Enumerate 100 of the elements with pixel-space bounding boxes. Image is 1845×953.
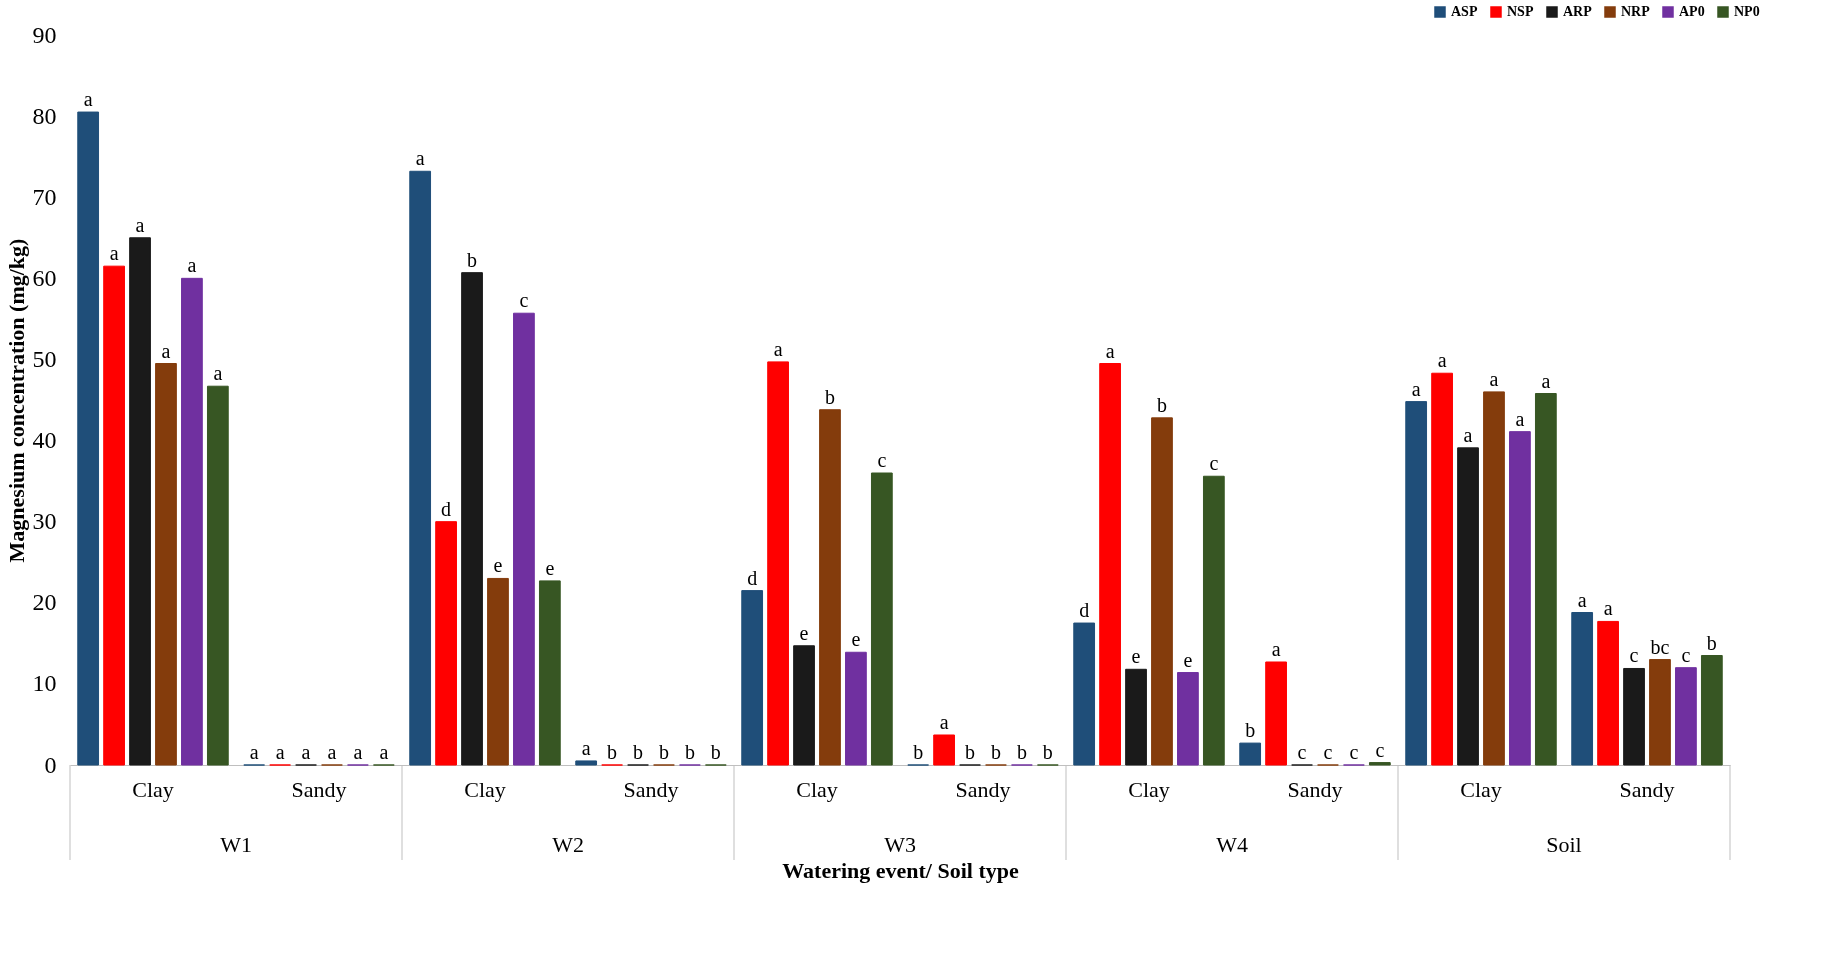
- data-label: a: [187, 254, 197, 277]
- data-label: a: [327, 741, 337, 763]
- bar: [1073, 622, 1096, 766]
- x-tick-label: Sandy: [1619, 776, 1675, 802]
- bar: [487, 577, 509, 766]
- text: W2: [552, 832, 584, 857]
- bar: [575, 760, 598, 766]
- text: Soil: [1546, 832, 1582, 857]
- y-tick-label: 50: [32, 345, 57, 372]
- bar: [1649, 659, 1671, 766]
- data-label: a: [581, 736, 591, 759]
- data-label: a: [135, 213, 145, 236]
- data-label: a: [275, 741, 285, 763]
- data-label: a: [773, 337, 783, 360]
- data-label: e: [493, 554, 503, 577]
- bar: [409, 170, 432, 766]
- bar: [1483, 391, 1505, 766]
- data-label: a: [415, 147, 425, 170]
- x-tick-label: Clay: [796, 776, 838, 802]
- bar: [1509, 431, 1531, 766]
- data-label: e: [1131, 645, 1141, 668]
- y-tick-label: 10: [32, 670, 57, 697]
- legend-label: ARP: [1563, 4, 1593, 19]
- data-label: a: [161, 339, 171, 362]
- bar: [1239, 742, 1262, 766]
- bar: [933, 734, 955, 766]
- data-label: b: [824, 385, 835, 408]
- bar: [1125, 668, 1147, 766]
- bar: [1405, 401, 1428, 766]
- data-label: b: [633, 741, 644, 763]
- data-label: a: [109, 242, 119, 265]
- data-label: b: [990, 741, 1001, 763]
- legend-label: ASP: [1451, 4, 1478, 19]
- bar: [1700, 655, 1723, 766]
- data-label: b: [1156, 393, 1167, 416]
- data-label: a: [1463, 423, 1473, 446]
- x-tick-label: Clay: [464, 776, 506, 802]
- bar: [1368, 762, 1391, 766]
- y-tick-label: 60: [32, 264, 57, 291]
- bar: [870, 472, 893, 766]
- y-tick-label: 70: [32, 183, 57, 210]
- data-label: b: [1706, 631, 1717, 654]
- y-tick-label: 20: [32, 589, 57, 616]
- data-label: a: [379, 741, 389, 763]
- data-label: a: [1105, 339, 1115, 362]
- legend-label: NRP: [1621, 4, 1651, 19]
- x-tick-label: Clay: [1460, 776, 1502, 802]
- bar: [435, 521, 457, 766]
- bar: [845, 651, 867, 766]
- bar: [103, 265, 125, 766]
- data-label: c: [519, 289, 529, 312]
- data-label: c: [1349, 741, 1359, 763]
- data-label: c: [1209, 452, 1219, 475]
- bar: [793, 645, 815, 766]
- y-tick-label: 40: [32, 427, 57, 454]
- bar: [1431, 372, 1453, 766]
- bar: [1623, 667, 1645, 766]
- data-label: d: [747, 566, 758, 589]
- x-tick-label: Sandy: [623, 776, 679, 802]
- x-tick-label: Sandy: [291, 776, 347, 802]
- text: W3: [884, 832, 916, 857]
- legend-label: AP0: [1679, 4, 1705, 19]
- data-label: b: [658, 741, 669, 763]
- bar: [206, 385, 229, 766]
- bar: [1202, 475, 1225, 766]
- y-tick-label: 0: [44, 751, 57, 778]
- data-label: c: [1297, 741, 1307, 763]
- data-label: b: [1245, 719, 1256, 742]
- bar: [1265, 661, 1287, 766]
- bar: [461, 272, 483, 766]
- x-tick-label: Clay: [1128, 776, 1170, 802]
- data-label: b: [607, 741, 618, 763]
- data-label: b: [1042, 741, 1053, 763]
- bar: [1099, 363, 1121, 766]
- bar: [129, 237, 151, 766]
- data-label: a: [1411, 377, 1421, 400]
- data-label: c: [1629, 644, 1639, 667]
- data-label: bc: [1650, 635, 1670, 658]
- bar: [155, 363, 177, 766]
- data-label: a: [1541, 369, 1551, 392]
- y-axis-title: Magnesium concentration (mg/kg): [3, 238, 29, 563]
- bar: [1534, 393, 1557, 766]
- data-label: c: [1681, 643, 1691, 666]
- data-label: d: [1079, 599, 1090, 622]
- bar: [1571, 612, 1594, 766]
- y-tick-label: 90: [32, 21, 57, 48]
- text: W1: [220, 832, 252, 857]
- data-label: b: [684, 741, 695, 763]
- data-label: b: [965, 741, 976, 763]
- data-label: b: [710, 741, 721, 763]
- bar: [538, 580, 561, 766]
- text: W4: [1216, 832, 1248, 857]
- bar: [1457, 447, 1479, 766]
- data-label: c: [1323, 741, 1333, 763]
- x-tick-label: Clay: [132, 776, 174, 802]
- y-tick-label: 30: [32, 508, 57, 535]
- data-label: b: [913, 741, 924, 763]
- bar: [1151, 417, 1173, 766]
- data-label: e: [799, 621, 809, 644]
- bar: [77, 111, 100, 766]
